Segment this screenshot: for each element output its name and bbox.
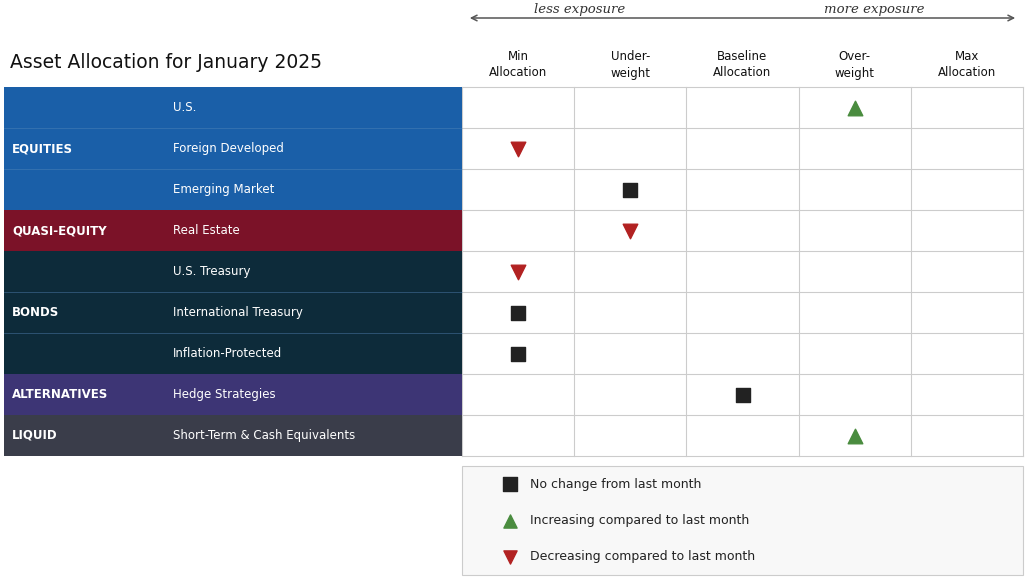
Text: Emerging Market: Emerging Market — [173, 183, 275, 196]
Point — [502, 479, 519, 489]
Bar — [4, 374, 462, 415]
Text: Short-Term & Cash Equivalents: Short-Term & Cash Equivalents — [173, 429, 356, 442]
Text: Increasing compared to last month: Increasing compared to last month — [530, 514, 749, 527]
Text: Max
Allocation: Max Allocation — [938, 50, 996, 79]
Point — [847, 431, 863, 440]
Point — [622, 185, 639, 194]
Bar — [4, 210, 462, 251]
Text: Baseline
Allocation: Baseline Allocation — [713, 50, 772, 79]
Bar — [4, 87, 462, 210]
Bar — [462, 466, 1023, 575]
Point — [509, 349, 526, 358]
Point — [734, 390, 750, 399]
Text: Under-
weight: Under- weight — [610, 50, 650, 79]
Text: U.S.: U.S. — [173, 101, 197, 114]
Text: Min
Allocation: Min Allocation — [489, 50, 547, 79]
Text: U.S. Treasury: U.S. Treasury — [173, 265, 250, 278]
Point — [509, 144, 526, 153]
Point — [502, 552, 519, 562]
Point — [509, 308, 526, 317]
Text: Hedge Strategies: Hedge Strategies — [173, 388, 276, 401]
Text: less exposure: less exposure — [534, 3, 625, 16]
Text: EQUITIES: EQUITIES — [12, 142, 73, 155]
Text: Real Estate: Real Estate — [173, 224, 240, 237]
Bar — [4, 251, 462, 374]
Text: ALTERNATIVES: ALTERNATIVES — [12, 388, 109, 401]
Text: No change from last month: No change from last month — [530, 478, 701, 490]
Point — [509, 267, 526, 276]
Text: LIQUID: LIQUID — [12, 429, 57, 442]
Text: Asset Allocation for January 2025: Asset Allocation for January 2025 — [10, 53, 322, 72]
Text: BONDS: BONDS — [12, 306, 59, 319]
Text: Over-
weight: Over- weight — [834, 50, 874, 79]
Text: Decreasing compared to last month: Decreasing compared to last month — [530, 550, 755, 563]
Point — [847, 103, 863, 112]
Point — [622, 226, 639, 235]
Text: International Treasury: International Treasury — [173, 306, 302, 319]
Text: QUASI-EQUITY: QUASI-EQUITY — [12, 224, 107, 237]
Point — [502, 516, 519, 525]
Text: more exposure: more exposure — [824, 3, 925, 16]
Text: Foreign Developed: Foreign Developed — [173, 142, 284, 155]
Text: Inflation-Protected: Inflation-Protected — [173, 347, 282, 360]
Bar — [4, 415, 462, 456]
